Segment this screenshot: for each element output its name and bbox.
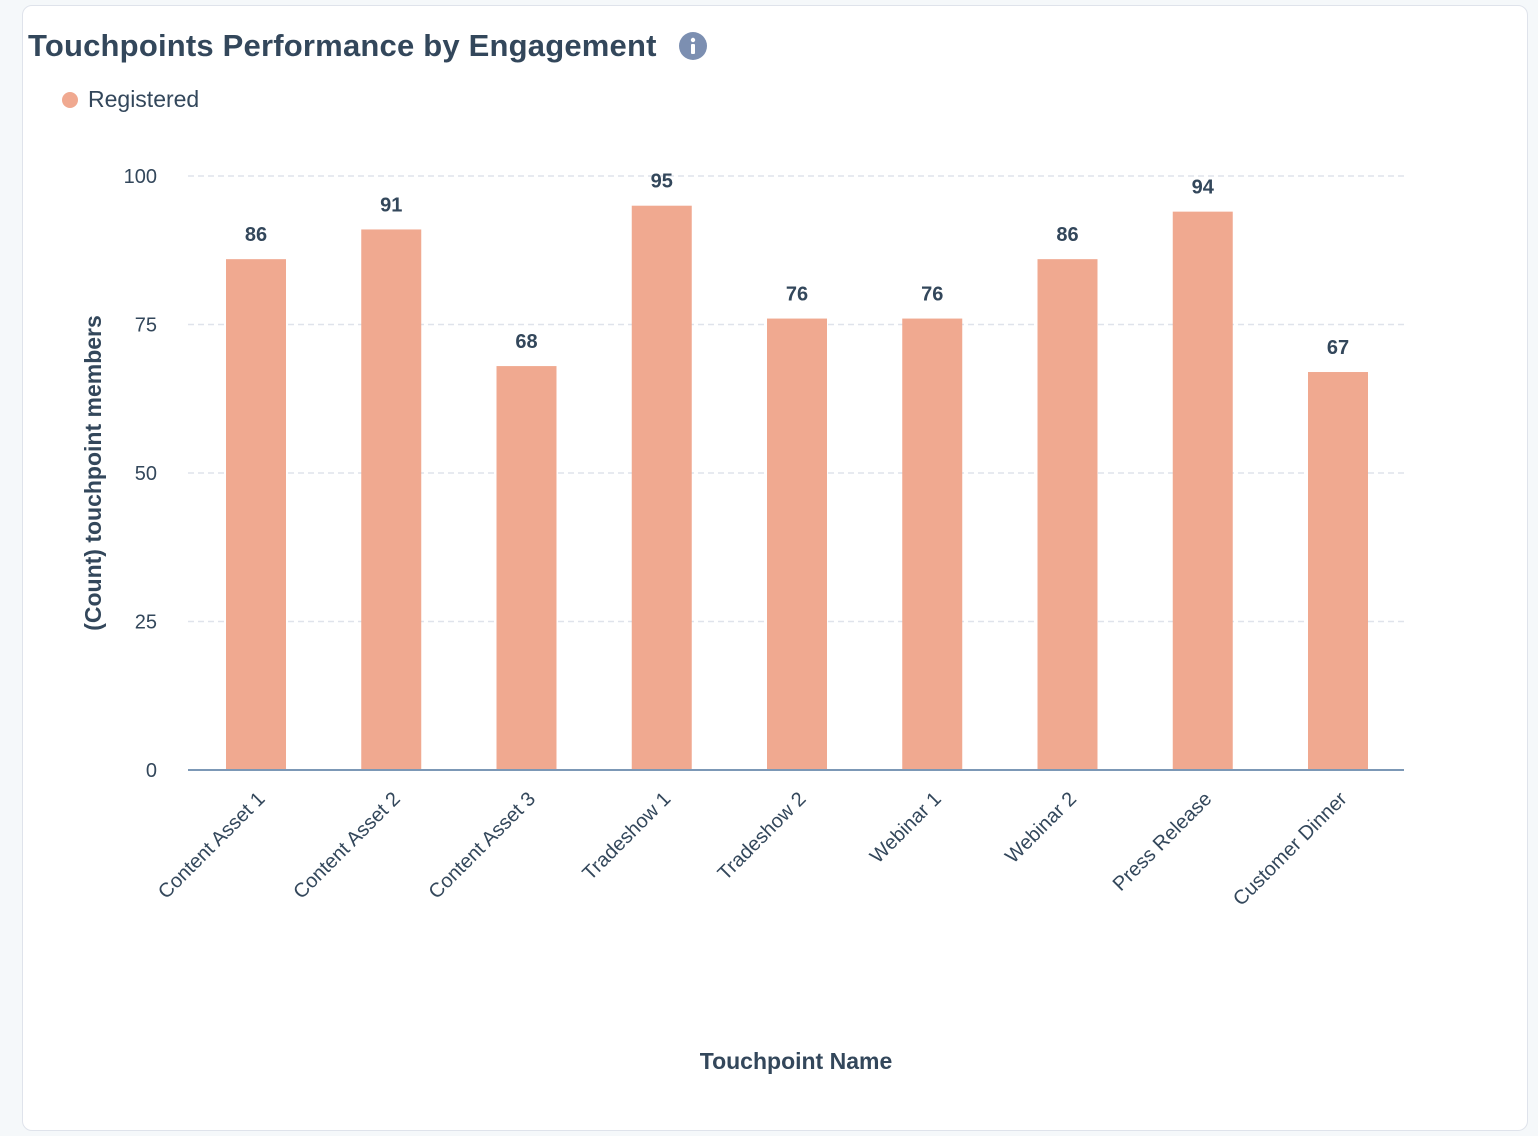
bar[interactable] [902,318,963,770]
x-tick-label: Tradeshow 1 [579,788,676,885]
chart-legend[interactable]: Registered [62,86,199,113]
bar[interactable] [1172,211,1233,770]
data-label: 95 [651,171,673,193]
x-axis-title: Touchpoint Name [700,1048,893,1074]
y-tick-label: 25 [135,612,157,634]
data-label: 67 [1327,337,1349,359]
data-label: 76 [921,284,943,306]
data-label: 91 [380,194,402,216]
legend-swatch-registered [62,91,78,108]
bars [226,205,1368,770]
bar[interactable] [767,318,827,770]
data-labels: 86 91 68 95 76 76 86 94 67 [245,171,1349,359]
x-tick-label: Content Asset 1 [154,788,269,903]
x-tick-label: Customer Dinner [1229,788,1352,911]
bar[interactable] [1308,372,1368,770]
bar[interactable] [631,205,692,770]
x-tick-label: Content Asset 3 [425,788,540,903]
x-tick-label: Webinar 1 [866,788,946,868]
y-tick-label: 100 [124,166,157,188]
chart-header: Touchpoints Performance by Engagement [28,28,707,64]
data-label: 86 [1056,224,1078,246]
data-label: 86 [245,224,267,246]
y-axis-ticks: 0 25 50 75 100 [124,166,157,782]
x-tick-label: Webinar 2 [1001,788,1081,868]
x-tick-label: Tradeshow 2 [714,788,811,885]
data-label: 76 [786,284,808,306]
x-axis-ticks: Content Asset 1 Content Asset 2 Content As… [154,788,1352,911]
x-tick-label: Content Asset 2 [289,788,404,903]
x-tick-label: Press Release [1109,788,1217,896]
y-tick-label: 75 [135,315,157,337]
y-axis-title: (Count) touchpoint members [80,315,106,631]
bar[interactable] [496,366,557,770]
chart-title: Touchpoints Performance by Engagement [28,28,657,63]
legend-label-registered: Registered [88,86,200,112]
y-tick-label: 50 [135,463,157,485]
y-tick-label: 0 [146,760,157,782]
bar[interactable] [361,229,422,770]
data-label: 94 [1192,177,1215,199]
bar[interactable] [1037,259,1098,770]
bar[interactable] [226,259,286,770]
info-icon[interactable] [678,32,707,60]
data-label: 68 [515,331,537,353]
